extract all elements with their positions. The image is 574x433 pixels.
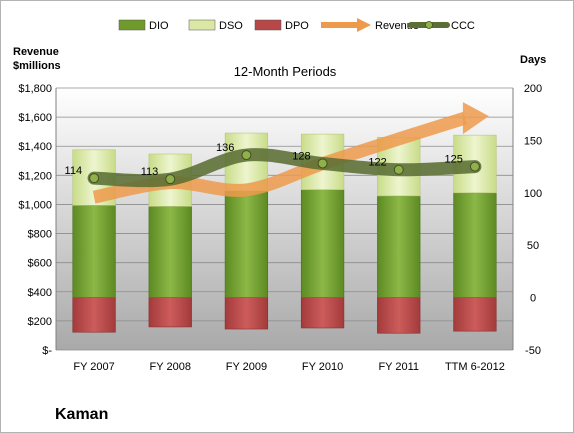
category-label: FY 2011 [378,361,419,373]
ccc-data-label: 125 [445,154,463,166]
ccc-data-label: 128 [292,150,310,162]
category-axis: FY 2007 FY 2008 FY 2009 FY 2010 FY 2011 TTM 6… [73,361,504,373]
legend-label: DSO [219,20,243,32]
left-tick-label: $1,400 [18,141,52,153]
legend-label: CCC [451,20,475,32]
bar-dio [224,190,269,298]
legend-label: Revenue [375,20,419,32]
right-tick-label: 50 [527,240,539,252]
legend: DIO DSO DPO Revenue CCC [118,18,475,32]
bar-dpo [148,297,192,328]
right-tick-label: 100 [524,188,542,200]
right-axis: -50 0 50 100 150 200 [524,83,542,357]
legend-revenue-arrowhead [357,18,371,32]
bar-dio [377,195,421,298]
bar-dpo [377,297,421,334]
left-axis-label-line2: $millions [13,60,61,72]
right-tick-label: 0 [530,293,536,305]
legend-label: DIO [149,20,169,32]
left-tick-label: $200 [28,316,52,328]
category-label: FY 2008 [150,361,191,373]
category-label: TTM 6-2012 [445,361,505,373]
ccc-point [241,150,252,161]
ccc-point [469,161,480,172]
ccc-line: 114 113 136 128 122 125 [65,142,482,188]
left-axis: $- $200 $400 $600 $800 $1,000 $1,200 $1,400 $1,6… [18,83,52,357]
bar-dpo [453,297,497,332]
category-label: FY 2007 [73,361,114,373]
company-name: Kaman [55,406,109,423]
category-label: FY 2009 [226,361,267,373]
legend-ccc-point [425,21,433,29]
right-tick-label: -50 [525,345,541,357]
left-tick-label: $600 [28,258,52,270]
ccc-point [89,173,100,184]
legend-label: DPO [285,20,309,32]
bar-dpo [72,297,116,333]
ccc-point [393,164,404,175]
bar-dpo [300,297,345,329]
ccc-line-path [87,148,482,188]
left-tick-label: $1,600 [18,112,52,124]
right-axis-label: Days [520,54,546,66]
bar-dio [72,205,116,298]
ccc-point [317,158,328,169]
right-tick-label: 200 [524,83,542,95]
gridlines [55,87,514,351]
ccc-data-label: 136 [216,142,234,154]
bar-dio [453,192,497,298]
ccc-data-label: 113 [141,166,159,178]
ccc-point [165,174,176,185]
chart-title: 12-Month Periods [234,64,337,79]
left-tick-label: $400 [28,287,52,299]
left-tick-label: $1,800 [18,83,52,95]
legend-swatch-dso [188,19,216,31]
legend-swatch-dpo [254,19,282,31]
right-tick-label: 150 [524,135,542,147]
ccc-data-label: 122 [368,157,386,169]
ccc-data-label: 114 [65,165,83,177]
left-tick-label: $1,000 [18,199,52,211]
revenue-arrowhead [462,102,489,135]
left-tick-label: $- [42,345,52,357]
left-tick-label: $800 [28,229,52,241]
bar-dio [148,206,192,298]
bar-dio [300,189,345,298]
bars [72,132,497,334]
category-label: FY 2010 [302,361,343,373]
left-axis-label-line1: Revenue [13,46,59,58]
left-tick-label: $1,200 [18,170,52,182]
legend-swatch-dio [118,19,146,31]
bar-dpo [224,297,269,330]
